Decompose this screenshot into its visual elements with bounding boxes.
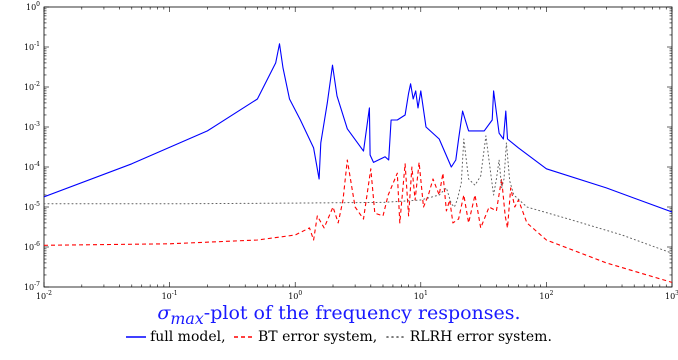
y-tick-label: 10-2 (24, 81, 40, 92)
legend-item-rlrh-error: RLRH error system. (385, 327, 552, 347)
y-tick-label: 10-4 (24, 161, 40, 172)
x-tick-label: 10-2 (36, 290, 52, 301)
series-lines (44, 43, 672, 283)
frequency-response-chart: 10-2 10-1 100 101 102 103 100 10-1 10-2 10-3 10-4 1… (24, 1, 678, 301)
legend-item-bt-error: BT error system, (234, 327, 377, 347)
tick-labels: 10-2 10-1 100 101 102 103 100 10-1 10-2 10-3 10-4 1… (24, 1, 678, 301)
series-line-2 (44, 135, 672, 254)
caption-subscript: max (170, 308, 204, 328)
plot-frame (43, 6, 673, 288)
y-tick-label: 10-1 (24, 41, 40, 52)
legend-label-rlrh-error: RLRH error system. (409, 329, 552, 345)
series-line-1 (44, 159, 672, 283)
legend-label-bt-error: BT error system, (258, 329, 378, 345)
y-tick-label: 100 (26, 1, 40, 12)
x-tick-label: 100 (288, 290, 302, 301)
caption-sigma: σ (157, 302, 171, 324)
y-tick-label: 10-5 (24, 201, 40, 212)
caption-text: -plot of the frequency responses. (203, 302, 521, 324)
x-tick-label: 102 (539, 290, 553, 301)
y-tick-label: 10-3 (24, 121, 40, 132)
legend: full model, BT error system, RLRH error … (0, 327, 678, 347)
x-tick-label: 103 (665, 290, 678, 301)
legend-item-full-model: full model, (126, 327, 226, 347)
legend-swatch-dotted (385, 335, 406, 339)
x-tick-label: 10-1 (162, 290, 178, 301)
y-tick-label: 10-7 (24, 281, 40, 292)
legend-swatch-dashed (234, 335, 255, 339)
series-line-0 (44, 43, 672, 213)
tick-marks (43, 6, 673, 288)
legend-label-full-model: full model, (150, 329, 226, 345)
chart-caption: σmax-plot of the frequency responses. (0, 302, 678, 330)
y-tick-label: 10-6 (24, 241, 40, 252)
legend-swatch-solid (126, 335, 147, 339)
x-tick-label: 101 (414, 290, 428, 301)
